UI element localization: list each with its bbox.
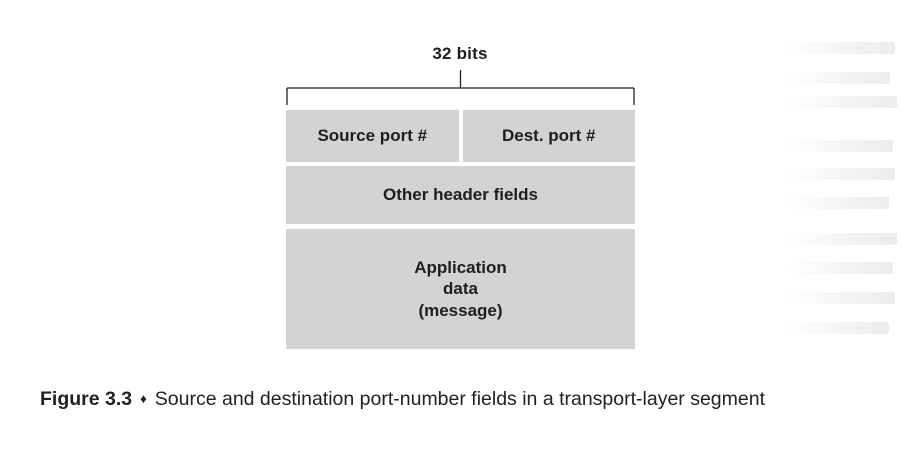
- data-row: Application data (message): [286, 229, 635, 349]
- figure-caption: Figure 3.3 ♦ Source and destination port…: [40, 387, 900, 412]
- transport-segment: Source port # Dest. port # Other header …: [286, 110, 635, 349]
- width-label: 32 bits: [432, 44, 488, 63]
- application-data-field: Application data (message): [286, 229, 635, 349]
- source-port-field: Source port #: [286, 110, 459, 162]
- dest-port-field: Dest. port #: [462, 110, 635, 162]
- port-row: Source port # Dest. port #: [286, 110, 635, 162]
- header-row: Other header fields: [286, 166, 635, 224]
- app-data-line-1: Application: [414, 258, 507, 278]
- app-data-line-3: (message): [418, 300, 503, 320]
- other-header-fields: Other header fields: [286, 166, 635, 224]
- caption-text: Source and destination port-number field…: [154, 388, 766, 410]
- app-data-line-2: data: [443, 279, 478, 299]
- diamond-separator-icon: ♦: [140, 391, 147, 406]
- width-bracket: [286, 70, 635, 105]
- figure-label: Figure 3.3: [40, 388, 133, 410]
